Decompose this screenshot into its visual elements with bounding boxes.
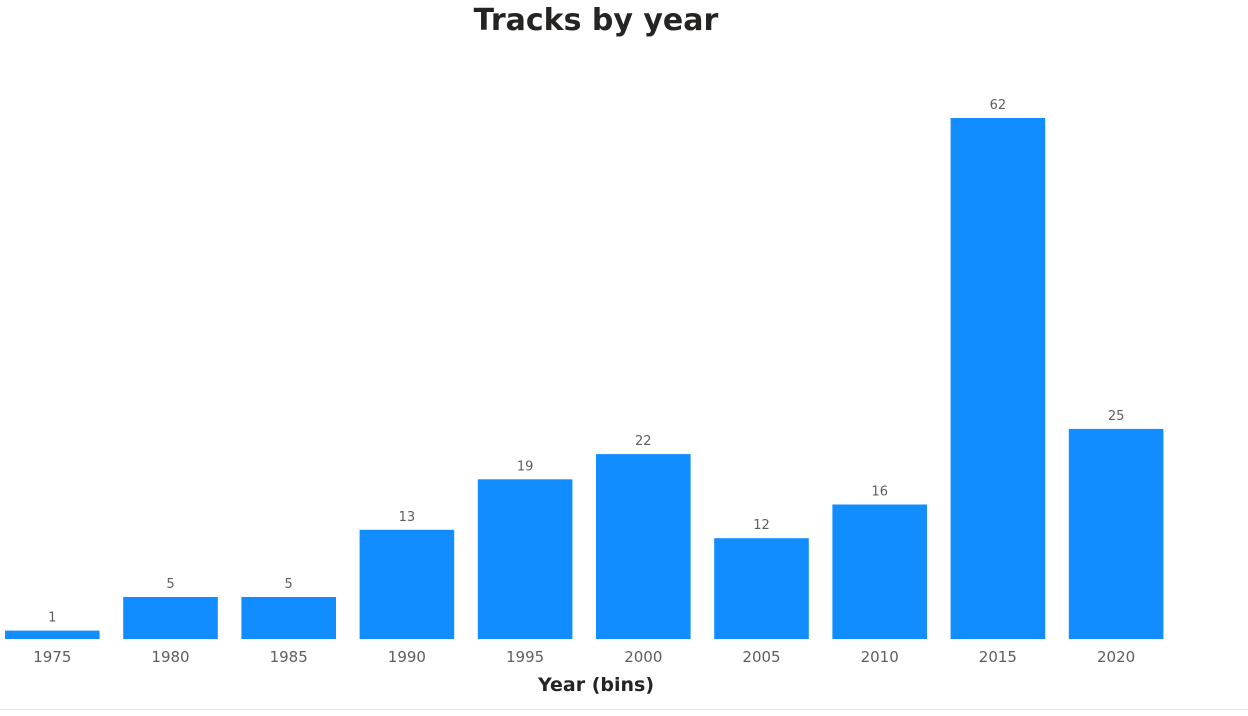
x-tick-1990: 1990 — [388, 648, 426, 666]
bars-group — [5, 118, 1164, 640]
x-axis-title: Year (bins) — [537, 674, 654, 696]
data-label-1990: 13 — [399, 510, 416, 525]
data-label-2015: 62 — [990, 98, 1007, 113]
bar-1975[interactable] — [5, 630, 100, 639]
x-tick-1980: 1980 — [151, 648, 189, 666]
bar-2020[interactable] — [1068, 428, 1164, 639]
x-tick-1995: 1995 — [506, 648, 544, 666]
x-tick-2020: 2020 — [1097, 648, 1135, 666]
data-label-1985: 5 — [285, 577, 293, 592]
x-tick-1975: 1975 — [33, 648, 71, 666]
bar-2015[interactable] — [950, 118, 1046, 639]
x-tick-1985: 1985 — [270, 648, 308, 666]
x-tick-2000: 2000 — [624, 648, 662, 666]
bar-1990[interactable] — [359, 529, 455, 639]
bar-1980[interactable] — [123, 597, 218, 639]
divider — [0, 709, 1248, 710]
data-label-2010: 16 — [871, 485, 888, 500]
x-tick-2010: 2010 — [861, 648, 899, 666]
bar-1995[interactable] — [477, 479, 573, 639]
data-label-1980: 5 — [166, 577, 174, 592]
data-label-2020: 25 — [1108, 409, 1125, 424]
bar-2000[interactable] — [596, 454, 691, 639]
data-label-2000: 22 — [635, 434, 652, 449]
bar-1985[interactable] — [241, 597, 336, 639]
x-tick-2005: 2005 — [742, 648, 780, 666]
data-labels-group: 1 5 5 13 19 22 12 16 62 25 — [48, 98, 1124, 626]
x-tick-2015: 2015 — [979, 648, 1017, 666]
data-label-1975: 1 — [48, 611, 56, 626]
chart-title: Tracks by year — [474, 3, 719, 38]
x-axis-ticks: 1975 1980 1985 1990 1995 2000 2005 2010 2015 2020 — [33, 648, 1135, 666]
data-label-2005: 12 — [753, 518, 770, 533]
bar-2010[interactable] — [832, 504, 927, 640]
data-label-1995: 19 — [517, 459, 534, 474]
bar-2005[interactable] — [714, 538, 809, 639]
